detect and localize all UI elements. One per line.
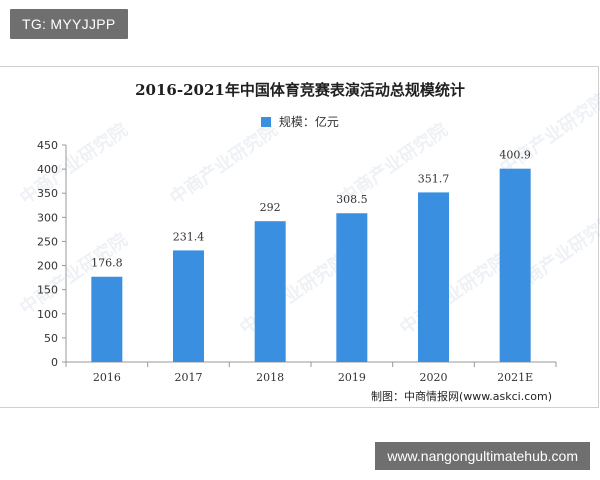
site-badge: www.nangongultimatehub.com — [375, 442, 590, 470]
data-label: 292 — [260, 201, 281, 214]
y-tick-label: 100 — [37, 308, 58, 321]
x-tick-label: 2019 — [338, 371, 366, 384]
y-tick-label: 400 — [37, 163, 58, 176]
x-tick-label: 2020 — [420, 371, 448, 384]
bar — [418, 192, 449, 362]
bar — [499, 168, 531, 362]
y-tick-label: 50 — [44, 332, 58, 345]
y-tick-label: 150 — [37, 284, 58, 297]
bar — [91, 276, 123, 362]
data-label: 400.9 — [499, 149, 531, 162]
x-tick-label: 2021E — [497, 371, 533, 384]
data-label: 176.8 — [91, 257, 123, 270]
y-tick-label: 200 — [37, 260, 58, 273]
legend-label: 规模：亿元 — [278, 115, 339, 129]
x-tick-label: 2018 — [256, 371, 284, 384]
bar — [254, 221, 286, 362]
y-tick-label: 300 — [37, 211, 58, 224]
bar — [336, 213, 368, 362]
chart-title: 2016-2021年中国体育竞赛表演活动总规模统计 — [135, 81, 465, 99]
tag-badge: TG: MYYJJPP — [10, 9, 128, 39]
y-tick-label: 0 — [51, 356, 58, 369]
x-tick-label: 2017 — [175, 371, 203, 384]
bar — [173, 250, 204, 362]
data-label: 308.5 — [336, 193, 368, 206]
source-note: 制图：中商情报网(www.askci.com) — [371, 390, 552, 403]
y-tick-label: 350 — [37, 187, 58, 200]
legend-swatch — [261, 117, 272, 127]
y-tick-label: 250 — [37, 235, 58, 248]
x-tick-label: 2016 — [93, 371, 121, 384]
data-label: 351.7 — [418, 172, 450, 185]
y-tick-label: 450 — [37, 139, 58, 152]
data-label: 231.4 — [173, 230, 205, 243]
legend: 规模：亿元 — [0, 113, 600, 130]
